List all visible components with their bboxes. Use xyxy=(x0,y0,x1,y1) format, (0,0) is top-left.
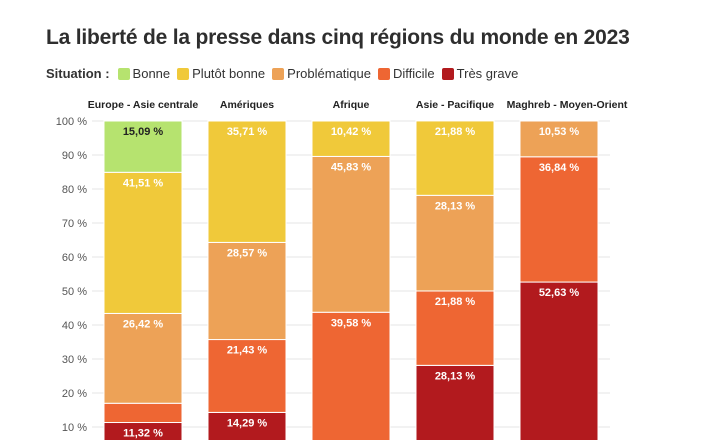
legend-label: Bonne xyxy=(132,66,171,81)
legend-swatch xyxy=(441,67,454,80)
bar-segment xyxy=(519,156,599,283)
legend-item-4: Très grave xyxy=(441,66,519,81)
legend-label: Difficile xyxy=(392,66,435,81)
bar-segment xyxy=(207,241,287,341)
data-label: 28,13 % xyxy=(435,200,476,212)
bar-segment xyxy=(415,194,495,292)
bar-segment xyxy=(415,364,495,440)
legend-label: Problématique xyxy=(287,66,371,81)
legend: Situation : Bonne Plutôt bonne Problématiq… xyxy=(46,66,525,81)
category-label: Europe - Asie centrale xyxy=(88,99,199,111)
category-label: Amériques xyxy=(220,99,274,111)
y-tick-label: 20 % xyxy=(62,388,87,400)
legend-label: Très grave xyxy=(456,66,519,81)
legend-item-3: Difficile xyxy=(377,66,435,81)
bar-segment xyxy=(311,311,391,440)
y-tick-label: 60 % xyxy=(62,252,87,264)
y-tick-label: 80 % xyxy=(62,184,87,196)
bar-segment xyxy=(311,155,391,313)
y-tick-label: 90 % xyxy=(62,150,87,162)
legend-swatch xyxy=(177,67,190,80)
data-label: 21,43 % xyxy=(227,345,268,357)
bar-segment xyxy=(103,120,183,173)
y-tick-label: 40 % xyxy=(62,320,87,332)
bar-segment xyxy=(311,120,391,157)
y-tick-label: 10 % xyxy=(62,422,87,434)
data-label: 10,42 % xyxy=(331,126,372,138)
data-label: 11,32 % xyxy=(123,428,163,440)
data-label: 14,29 % xyxy=(227,417,268,429)
data-label: 52,63 % xyxy=(539,287,580,299)
legend-heading: Situation : xyxy=(46,66,110,81)
y-tick-label: 100 % xyxy=(56,116,87,128)
legend-swatch xyxy=(377,67,390,80)
y-tick-label: 30 % xyxy=(62,354,87,366)
legend-items: Bonne Plutôt bonne Problématique Difficile T… xyxy=(117,66,526,81)
legend-swatch xyxy=(272,67,285,80)
legend-item-2: Problématique xyxy=(272,66,371,81)
y-tick-label: 50 % xyxy=(62,286,87,298)
category-label: Asie - Pacifique xyxy=(416,99,494,111)
data-label: 28,57 % xyxy=(227,247,268,259)
legend-label: Plutôt bonne xyxy=(192,66,266,81)
data-label: 15,09 % xyxy=(123,126,164,138)
data-label: 21,88 % xyxy=(435,296,476,308)
bar-segment xyxy=(207,339,287,413)
category-label: Afrique xyxy=(333,99,370,111)
data-label: 36,84 % xyxy=(539,162,580,174)
bar-segment xyxy=(415,120,495,196)
bar-segment xyxy=(103,402,183,424)
data-label: 21,88 % xyxy=(435,126,476,138)
data-label: 10,53 % xyxy=(539,126,580,138)
data-label: 41,51 % xyxy=(123,177,164,189)
data-label: 35,71 % xyxy=(227,126,268,138)
category-label: Maghreb - Moyen-Orient xyxy=(507,99,628,111)
bar-segment xyxy=(519,120,599,158)
chart-title: La liberté de la presse dans cinq région… xyxy=(46,26,630,49)
bar-segment xyxy=(103,171,183,314)
y-tick-label: 70 % xyxy=(62,218,87,230)
data-label: 28,13 % xyxy=(435,370,476,382)
data-label: 45,83 % xyxy=(331,161,372,173)
bar-segment xyxy=(207,120,287,243)
legend-item-1: Plutôt bonne xyxy=(177,66,265,81)
legend-swatch xyxy=(117,67,130,80)
bar-segment xyxy=(415,290,495,366)
legend-item-0: Bonne xyxy=(117,66,171,81)
data-label: 26,42 % xyxy=(123,318,164,330)
data-label: 39,58 % xyxy=(331,317,372,329)
bar-segment xyxy=(103,312,183,404)
bar-segment xyxy=(519,281,599,440)
